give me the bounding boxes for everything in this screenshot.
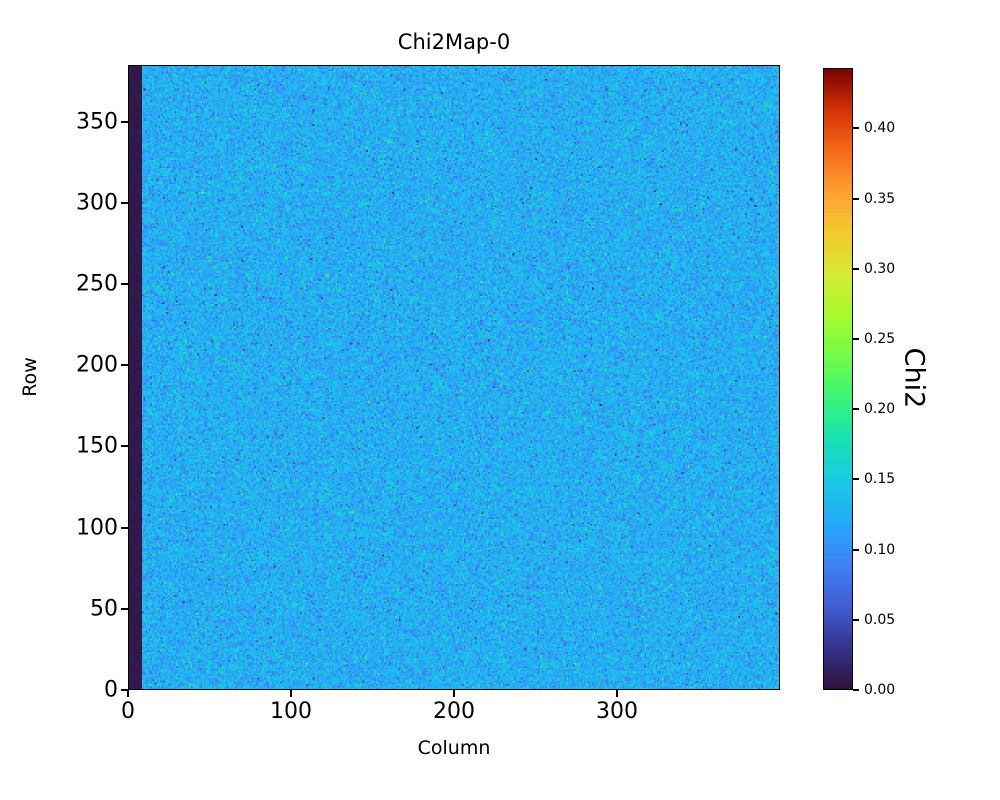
colorbar-tick-label: 0.15	[864, 471, 896, 488]
y-tick-label: 300	[76, 190, 118, 216]
colorbar-tick-label: 0.00	[864, 682, 896, 698]
x-tick-mark	[290, 690, 292, 697]
colorbar-tick-mark	[853, 618, 859, 621]
x-tick-label: 100	[270, 699, 312, 724]
colorbar-tick-label: 0.20	[864, 401, 896, 418]
colorbar-tick-label: 0.30	[864, 260, 896, 277]
y-tick-mark	[121, 689, 128, 691]
y-tick-label: 250	[76, 271, 118, 297]
x-tick-mark	[453, 690, 455, 697]
y-tick-label: 350	[76, 109, 118, 135]
colorbar-tick-mark	[853, 127, 859, 130]
y-tick-mark	[121, 607, 128, 610]
x-tick-label: 0	[121, 699, 135, 724]
y-axis-label: Row	[19, 357, 41, 397]
x-tick-label: 300	[596, 699, 638, 724]
y-tick-label: 0	[104, 677, 118, 703]
colorbar	[823, 68, 853, 690]
y-tick-label: 100	[76, 515, 118, 541]
y-tick-label: 50	[90, 596, 118, 622]
colorbar-tick-mark	[853, 478, 859, 481]
colorbar-tick-mark	[853, 689, 859, 691]
colorbar-tick-label: 0.10	[864, 541, 896, 558]
colorbar-tick-label: 0.35	[864, 190, 896, 207]
x-axis-label: Column	[417, 737, 491, 759]
chart-title: Chi2Map-0	[397, 30, 511, 54]
colorbar-tick-label: 0.25	[864, 330, 896, 347]
colorbar-tick-mark	[853, 548, 859, 551]
y-tick-mark	[121, 283, 128, 286]
colorbar-tick-label: 0.05	[864, 611, 896, 628]
y-tick-label: 150	[76, 433, 118, 459]
colorbar-tick-mark	[853, 337, 859, 340]
y-tick-label: 200	[76, 352, 118, 378]
y-tick-mark	[121, 201, 128, 204]
y-tick-mark	[121, 526, 128, 529]
colorbar-label: Chi2	[898, 347, 930, 409]
colorbar-tick-mark	[853, 267, 859, 270]
colorbar-tick-label: 0.40	[864, 120, 896, 137]
y-tick-mark	[121, 364, 128, 367]
heatmap-canvas	[129, 66, 779, 689]
x-tick-mark	[127, 690, 129, 697]
colorbar-tick-mark	[853, 197, 859, 200]
x-tick-mark	[616, 690, 618, 697]
y-tick-mark	[121, 120, 128, 123]
heatmap-plot-area	[128, 65, 780, 690]
x-tick-label: 200	[433, 699, 475, 724]
y-tick-mark	[121, 445, 128, 448]
colorbar-tick-mark	[853, 408, 859, 411]
colorbar-canvas	[824, 69, 852, 689]
